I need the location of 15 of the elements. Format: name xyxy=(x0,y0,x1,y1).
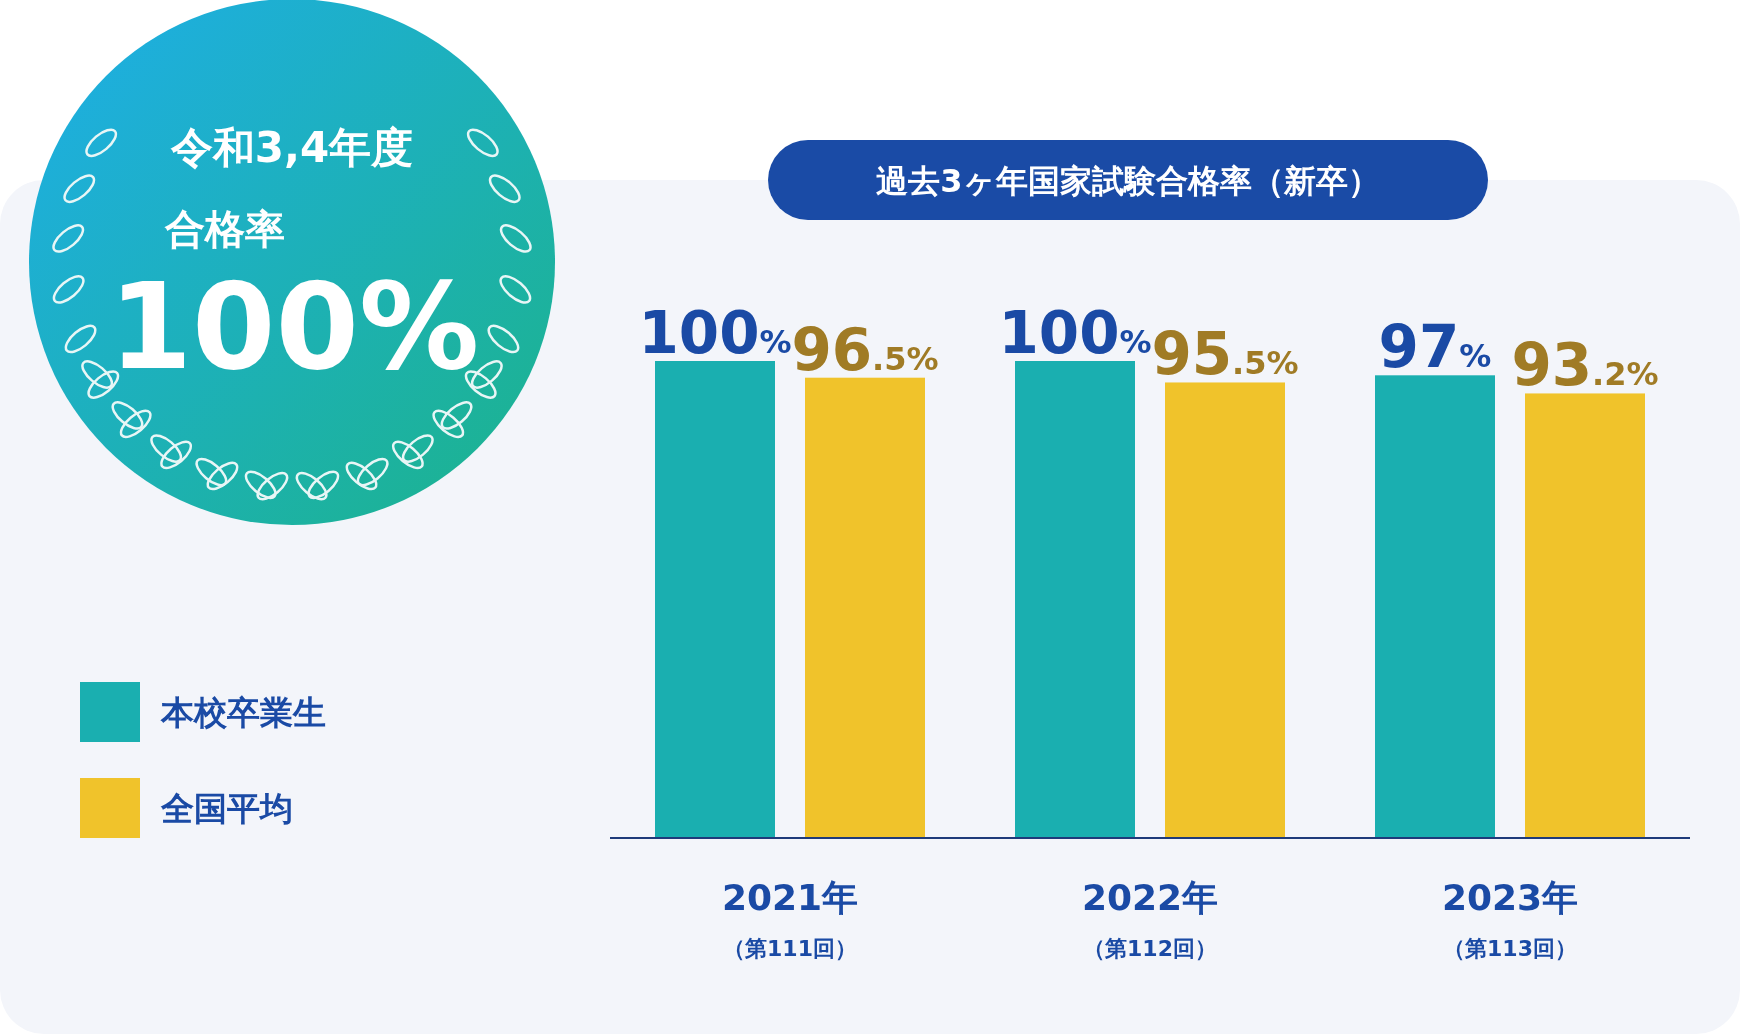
legend-label: 本校卒業生 xyxy=(160,693,326,732)
x-tick-label: 2023年（第113回） xyxy=(1441,877,1579,961)
data-label: 95.5% xyxy=(1151,320,1299,389)
text: 100% xyxy=(108,257,480,396)
data-label: 100% xyxy=(998,299,1152,367)
text: 令和3,4年度 xyxy=(169,123,414,172)
x-tick-label: 2022年（第112回） xyxy=(1081,877,1219,961)
data-label: 93.2% xyxy=(1511,331,1659,400)
data-label: 97% xyxy=(1378,313,1492,382)
legend-label: 全国平均 xyxy=(160,789,293,828)
x-tick-label: 2021年（第111回） xyxy=(721,877,859,961)
text: 合格率 xyxy=(164,206,285,252)
chart-title: 過去3ヶ年国家試験合格率（新卒） xyxy=(876,162,1380,200)
data-label: 100% xyxy=(638,299,792,367)
data-label: 96.5% xyxy=(791,315,939,384)
